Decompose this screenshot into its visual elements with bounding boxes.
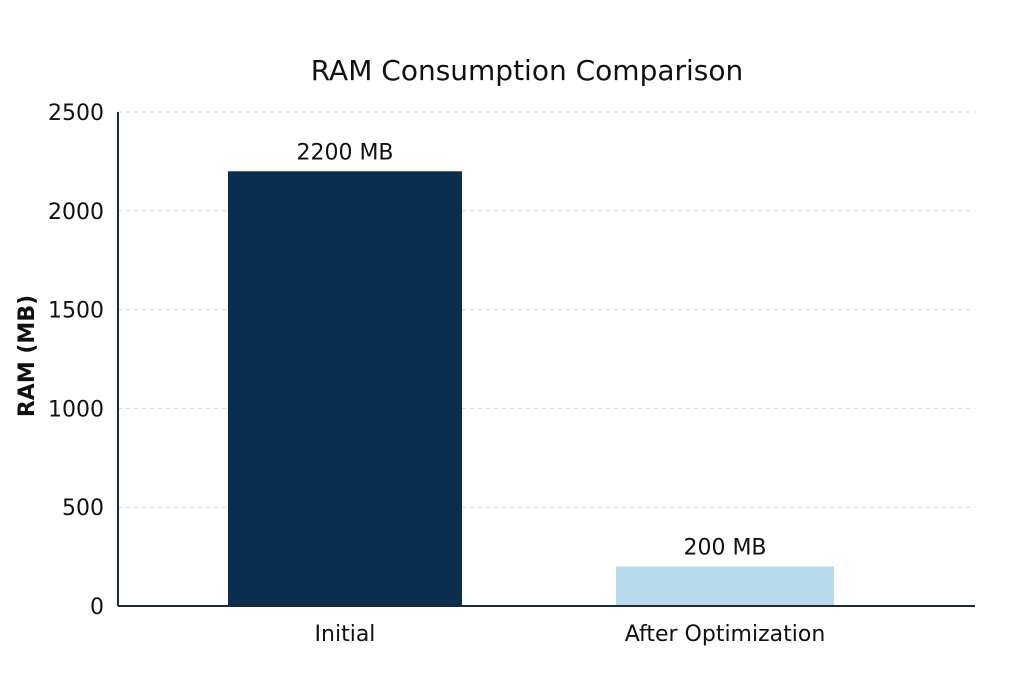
axes: [117, 112, 975, 607]
y-tick-label: 2000: [48, 200, 104, 225]
x-tick-label: After Optimization: [625, 622, 826, 647]
data-label: 200 MB: [683, 535, 766, 560]
y-tick-label: 0: [90, 595, 104, 620]
bar-after-optimization: [616, 566, 834, 606]
gridlines: [118, 111, 975, 508]
y-tick-label: 1500: [48, 299, 104, 324]
y-axis-ticks: 0 500 1000 1500 2000 2500: [48, 101, 104, 620]
bar-initial: [228, 171, 462, 606]
bars: [228, 171, 834, 606]
x-tick-label: Initial: [315, 622, 376, 647]
y-axis-label: RAM (MB): [15, 295, 40, 417]
data-label: 2200 MB: [296, 140, 393, 165]
y-tick-label: 1000: [48, 397, 104, 422]
chart-title: RAM Consumption Comparison: [311, 54, 744, 87]
y-tick-label: 500: [62, 496, 104, 521]
y-tick-label: 2500: [48, 101, 104, 126]
data-labels: 2200 MB 200 MB: [296, 140, 766, 560]
x-axis-ticks: Initial After Optimization: [315, 622, 826, 647]
